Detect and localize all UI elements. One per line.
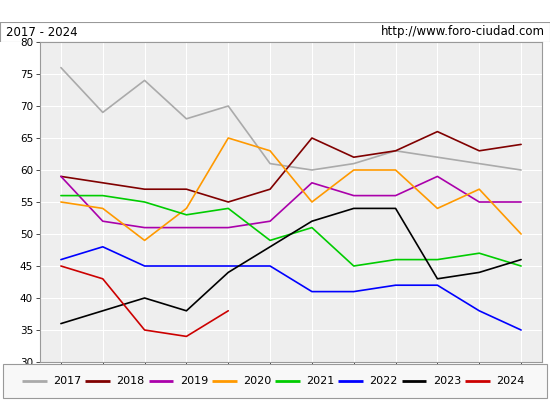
Text: http://www.foro-ciudad.com: http://www.foro-ciudad.com — [381, 26, 544, 38]
Text: 2022: 2022 — [370, 376, 398, 386]
Text: 2017: 2017 — [53, 376, 81, 386]
Text: Evolucion del paro registrado en Castellnovo: Evolucion del paro registrado en Castell… — [103, 4, 447, 18]
Text: 2024: 2024 — [496, 376, 525, 386]
Text: 2017 - 2024: 2017 - 2024 — [6, 26, 77, 38]
Text: 2023: 2023 — [433, 376, 461, 386]
Text: 2019: 2019 — [180, 376, 208, 386]
Text: 2021: 2021 — [306, 376, 334, 386]
Text: 2020: 2020 — [243, 376, 271, 386]
Text: 2018: 2018 — [117, 376, 145, 386]
